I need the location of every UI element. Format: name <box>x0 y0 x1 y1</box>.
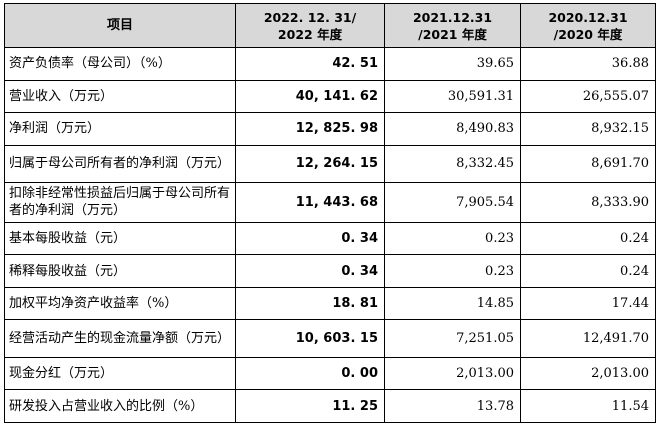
value-2022: 0. 00 <box>235 356 385 391</box>
value-2021: 0.23 <box>384 221 521 256</box>
value-2022: 12, 264. 15 <box>235 144 385 184</box>
header-2020-line2: /2020 年度 <box>553 26 623 42</box>
value-2022: 11, 443. 68 <box>235 182 385 223</box>
value-2020: 2,013.00 <box>520 356 656 391</box>
value-2020: 8,333.90 <box>520 182 656 223</box>
value-2021: 2,013.00 <box>384 356 521 391</box>
value-2021: 30,591.31 <box>384 79 521 114</box>
header-2020: 2020.12.31/2020 年度 <box>520 3 656 48</box>
value-2022: 40, 141. 62 <box>235 79 385 114</box>
financial-indicators-table: 项目 2022. 12. 31/2022 年度 2021.12.31/2021 … <box>4 3 656 423</box>
table-row: 归属于母公司所有者的净利润（万元） 12, 264. 15 8,332.45 8… <box>4 144 656 184</box>
table-row: 稀释每股收益（元） 0. 34 0.23 0.24 <box>4 254 656 288</box>
header-row: 项目 2022. 12. 31/2022 年度 2021.12.31/2021 … <box>4 3 656 48</box>
header-item-label: 项目 <box>106 18 133 33</box>
value-2021: 14.85 <box>384 286 521 321</box>
table-row: 基本每股收益（元） 0. 34 0.23 0.24 <box>4 221 656 256</box>
table-row: 扣除非经常性损益后归属于母公司所有者的净利润（万元） 11, 443. 68 7… <box>4 182 656 223</box>
value-2021: 13.78 <box>384 389 521 423</box>
row-label: 净利润（万元） <box>4 112 236 146</box>
row-label: 稀释每股收益（元） <box>4 254 236 288</box>
header-2021-line2: /2021 年度 <box>418 26 487 42</box>
table-row: 营业收入（万元） 40, 141. 62 30,591.31 26,555.07 <box>4 79 656 114</box>
table-row: 净利润（万元） 12, 825. 98 8,490.83 8,932.15 <box>4 112 656 146</box>
value-2020: 11.54 <box>520 389 656 423</box>
row-label: 现金分红（万元） <box>4 356 236 391</box>
header-item: 项目 <box>4 3 236 48</box>
row-label: 扣除非经常性损益后归属于母公司所有者的净利润（万元） <box>4 182 236 223</box>
value-2022: 12, 825. 98 <box>235 112 385 146</box>
value-2021: 8,332.45 <box>384 144 521 184</box>
value-2020: 0.24 <box>520 221 656 256</box>
header-2022: 2022. 12. 31/2022 年度 <box>235 3 385 48</box>
value-2020: 12,491.70 <box>520 319 656 358</box>
value-2022: 10, 603. 15 <box>235 319 385 358</box>
header-2021-line1: 2021.12.31 <box>412 9 493 25</box>
header-2021: 2021.12.31/2021 年度 <box>384 3 521 48</box>
row-label: 经营活动产生的现金流量净额（万元） <box>4 319 236 358</box>
table-row: 经营活动产生的现金流量净额（万元） 10, 603. 15 7,251.05 1… <box>4 319 656 358</box>
table-row: 资产负债率（母公司）（%） 42. 51 39.65 36.88 <box>4 47 656 81</box>
value-2020: 17.44 <box>520 286 656 321</box>
value-2022: 18. 81 <box>235 286 385 321</box>
header-2022-line2: 2022 年度 <box>277 26 343 42</box>
value-2022: 42. 51 <box>235 47 385 81</box>
table-row: 研发投入占营业收入的比例（%） 11. 25 13.78 11.54 <box>4 389 656 423</box>
row-label: 基本每股收益（元） <box>4 221 236 256</box>
row-label: 资产负债率（母公司）（%） <box>4 47 236 81</box>
header-2022-line1: 2022. 12. 31/ <box>263 9 357 25</box>
row-label: 营业收入（万元） <box>4 79 236 114</box>
value-2020: 8,932.15 <box>520 112 656 146</box>
row-label: 加权平均净资产收益率（%） <box>4 286 236 321</box>
value-2021: 39.65 <box>384 47 521 81</box>
value-2020: 8,691.70 <box>520 144 656 184</box>
value-2020: 0.24 <box>520 254 656 288</box>
value-2021: 7,905.54 <box>384 182 521 223</box>
value-2021: 8,490.83 <box>384 112 521 146</box>
table-row: 现金分红（万元） 0. 00 2,013.00 2,013.00 <box>4 356 656 391</box>
row-label: 研发投入占营业收入的比例（%） <box>4 389 236 423</box>
value-2020: 36.88 <box>520 47 656 81</box>
value-2021: 0.23 <box>384 254 521 288</box>
value-2022: 0. 34 <box>235 254 385 288</box>
table-row: 加权平均净资产收益率（%） 18. 81 14.85 17.44 <box>4 286 656 321</box>
row-label: 归属于母公司所有者的净利润（万元） <box>4 144 236 184</box>
value-2022: 0. 34 <box>235 221 385 256</box>
header-2020-line1: 2020.12.31 <box>548 9 628 25</box>
value-2020: 26,555.07 <box>520 79 656 114</box>
value-2022: 11. 25 <box>235 389 385 423</box>
value-2021: 7,251.05 <box>384 319 521 358</box>
